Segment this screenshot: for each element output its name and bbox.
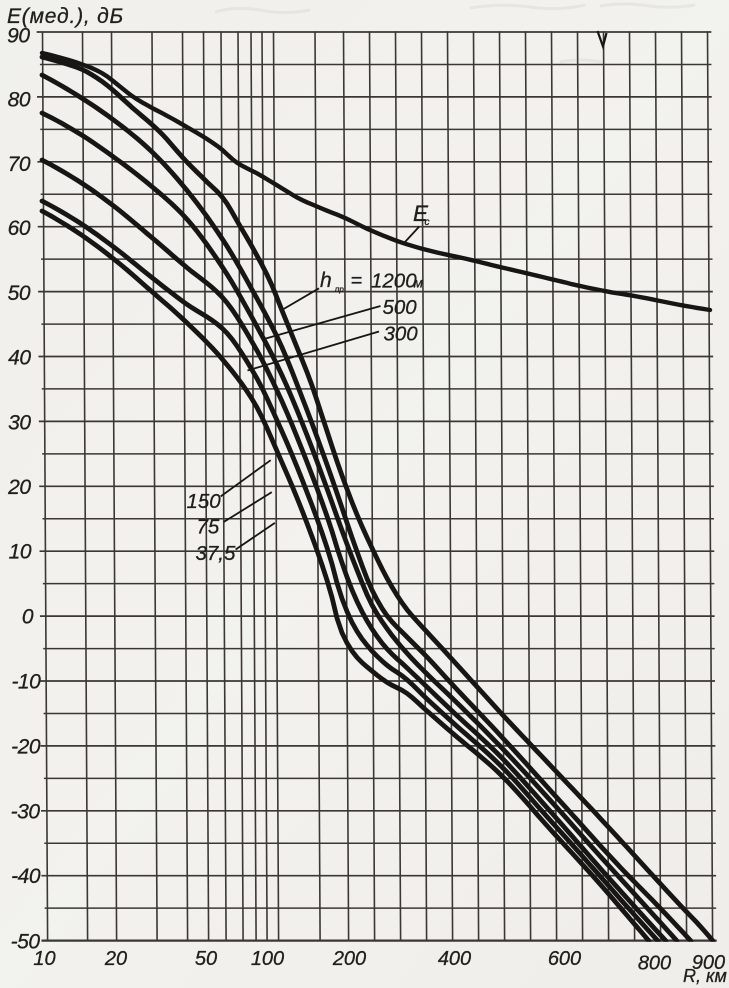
svg-text:100: 100: [251, 948, 284, 970]
svg-text:0: 0: [22, 606, 34, 629]
svg-text:-40: -40: [11, 865, 41, 888]
svg-text:20: 20: [104, 948, 127, 970]
svg-text:-30: -30: [11, 800, 41, 823]
svg-text:50: 50: [195, 948, 217, 970]
svg-text:-50: -50: [11, 931, 41, 954]
svg-text:37,5: 37,5: [196, 542, 236, 565]
svg-text:40: 40: [8, 347, 31, 370]
svg-text:70: 70: [8, 153, 31, 176]
svg-text:10: 10: [33, 948, 55, 970]
svg-text:20: 20: [7, 476, 31, 499]
svg-text:h: h: [320, 269, 332, 292]
svg-text:пр: пр: [335, 285, 344, 294]
svg-text:1200: 1200: [371, 270, 417, 293]
svg-text:900: 900: [692, 952, 725, 974]
svg-text:-20: -20: [11, 735, 41, 758]
svg-text:150: 150: [187, 490, 222, 513]
svg-text:500: 500: [383, 296, 418, 319]
svg-text:10: 10: [9, 541, 32, 564]
svg-text:=: =: [351, 270, 363, 292]
svg-text:80: 80: [8, 88, 31, 111]
svg-text:30: 30: [8, 411, 31, 434]
svg-text:800: 800: [638, 953, 671, 975]
svg-text:60: 60: [8, 217, 31, 240]
svg-text:50: 50: [8, 282, 31, 305]
svg-text:-10: -10: [11, 671, 41, 694]
svg-text:200: 200: [332, 948, 366, 970]
svg-text:м: м: [414, 275, 424, 291]
svg-text:90: 90: [7, 25, 30, 48]
svg-text:Е(мед.), дБ: Е(мед.), дБ: [7, 5, 124, 28]
svg-text:400: 400: [438, 948, 471, 970]
svg-text:с: с: [425, 217, 430, 228]
svg-text:300: 300: [384, 323, 419, 346]
svg-text:75: 75: [197, 516, 220, 539]
svg-text:R, км: R, км: [683, 966, 727, 986]
svg-text:600: 600: [548, 948, 581, 970]
svg-text:E: E: [413, 201, 429, 226]
